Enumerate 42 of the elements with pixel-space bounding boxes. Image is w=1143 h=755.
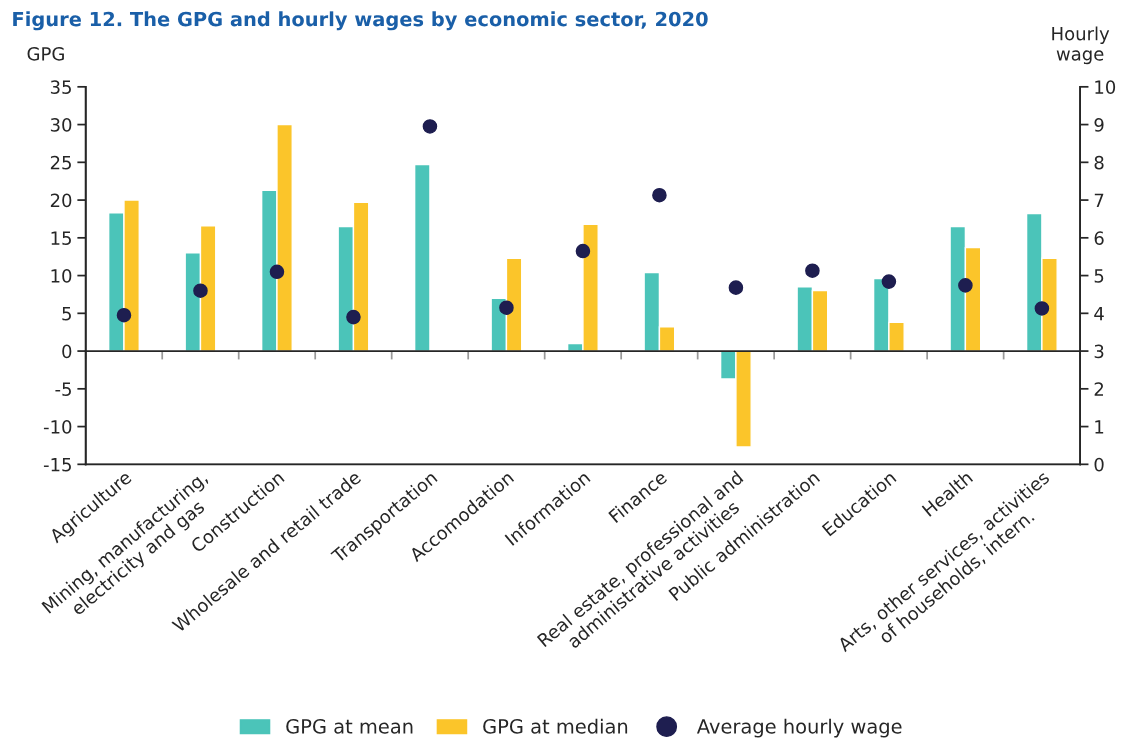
y2-tick-label: 1 [1095,420,1104,434]
point [881,274,897,289]
y2-tick-label: 9 [1094,118,1104,132]
point [116,307,132,323]
point [346,309,361,325]
y-tick-label: -5 [55,382,71,396]
y-tick-label: 25 [50,155,71,170]
y-tick-label: 0 [62,344,72,359]
y-tick-label: -10 [43,420,72,434]
chart-title: Figure 12. The GPG and hourly wages by economic sector, 2020 [13,11,708,31]
y2-tick-label: 6 [1094,231,1104,245]
legend-label: Average hourly wage [696,718,902,738]
y2-tick-label: 8 [1094,155,1104,170]
y2-tick-label: 4 [1094,307,1104,321]
y-tick-label: 10 [51,269,72,283]
y2-tick-label: 7 [1094,193,1104,207]
y-tick-label: 15 [51,231,71,245]
y-tick-label: 35 [50,80,71,94]
point [728,280,744,295]
point [1034,301,1050,316]
bar [413,163,431,352]
y-tick-label: 30 [50,118,72,132]
y-tick-label: 20 [50,193,72,208]
point [422,119,438,134]
point [958,278,973,293]
y-tick-label: -15 [43,458,71,472]
legend-label: GPG at mean [286,719,413,734]
y2-tick-label: 5 [1094,269,1104,283]
y2-axis-title: Hourly wage [1052,26,1110,65]
legend-label: GPG at median [483,718,628,734]
point [805,263,820,278]
y-axis-title: GPG [27,47,64,61]
point [269,264,285,280]
point [652,187,667,203]
point [193,283,208,298]
point [499,300,514,315]
y2-tick-label: 3 [1094,344,1104,359]
y2-tick-label: 10 [1095,80,1116,94]
y-tick-label: 5 [62,307,71,321]
y2-tick-label: 0 [1094,457,1104,472]
y2-tick-label: 2 [1094,382,1104,396]
point [575,243,591,259]
